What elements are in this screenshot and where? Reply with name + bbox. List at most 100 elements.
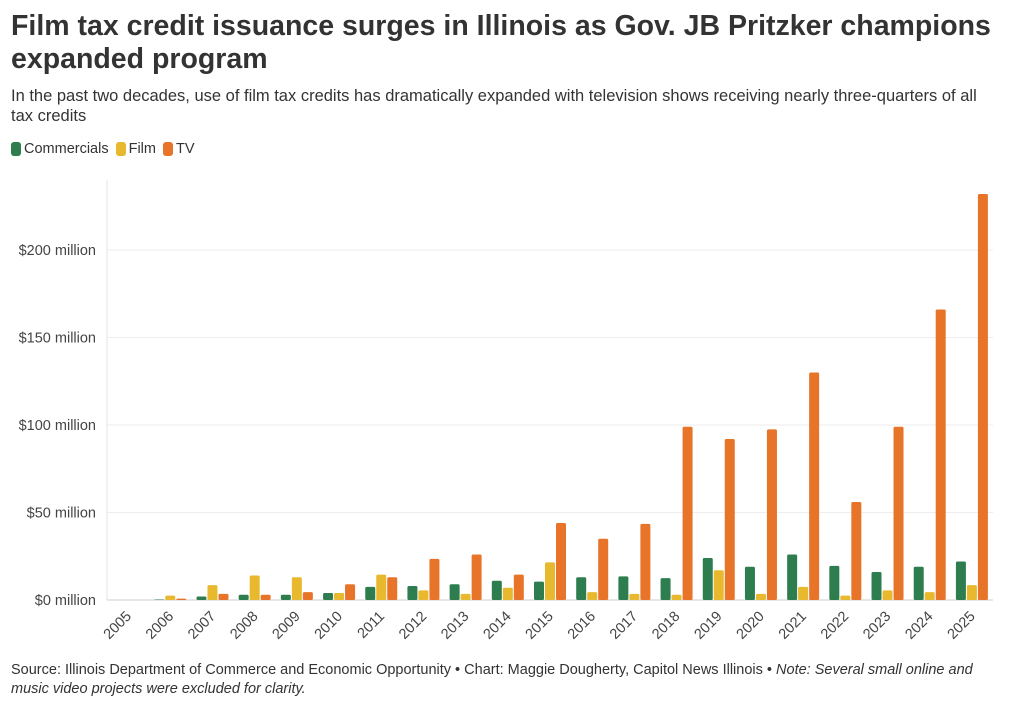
bar-film-2007[interactable] bbox=[207, 585, 218, 600]
bars bbox=[154, 194, 988, 600]
bar-commercials-2010[interactable] bbox=[323, 593, 334, 600]
y-tick-label: $0 million bbox=[35, 593, 96, 609]
bar-commercials-2011[interactable] bbox=[365, 586, 376, 600]
bar-tv-2024[interactable] bbox=[935, 309, 946, 601]
bar-film-2008[interactable] bbox=[249, 575, 260, 601]
x-tick-label: 2005 bbox=[101, 609, 135, 643]
x-tick-label: 2019 bbox=[691, 609, 725, 643]
bar-film-2022[interactable] bbox=[840, 595, 851, 600]
footer-note: Note: Several small online and music vid… bbox=[11, 662, 973, 697]
bar-commercials-2012[interactable] bbox=[407, 586, 418, 600]
x-tick-label: 2015 bbox=[523, 609, 557, 643]
bar-commercials-2019[interactable] bbox=[702, 558, 713, 600]
bar-tv-2014[interactable] bbox=[513, 574, 524, 600]
x-tick-label: 2007 bbox=[185, 609, 219, 643]
y-tick-label: $150 million bbox=[19, 331, 96, 347]
bar-tv-2008[interactable] bbox=[260, 594, 271, 600]
bar-film-2013[interactable] bbox=[460, 593, 471, 600]
bar-commercials-2022[interactable] bbox=[829, 565, 840, 600]
x-tick-label: 2014 bbox=[481, 609, 515, 643]
bar-commercials-2015[interactable] bbox=[534, 581, 544, 600]
x-tick-label: 2025 bbox=[945, 609, 979, 643]
x-tick-label: 2020 bbox=[734, 609, 768, 643]
bar-film-2018[interactable] bbox=[671, 594, 682, 600]
bar-tv-2011[interactable] bbox=[387, 577, 398, 600]
chart-title: Film tax credit issuance surges in Illin… bbox=[11, 10, 991, 75]
bar-tv-2012[interactable] bbox=[429, 558, 440, 600]
legend-swatch-tv bbox=[162, 142, 173, 156]
bar-commercials-2025[interactable] bbox=[955, 561, 966, 601]
bar-tv-2023[interactable] bbox=[893, 426, 904, 600]
x-tick-label: 2011 bbox=[355, 609, 388, 642]
bar-commercials-2014[interactable] bbox=[491, 580, 502, 600]
bar-tv-2018[interactable] bbox=[682, 426, 693, 600]
source-credit: Source: Illinois Department of Commerce … bbox=[11, 662, 777, 678]
y-tick-label: $200 million bbox=[19, 243, 96, 259]
legend-label-tv: TV bbox=[175, 141, 195, 157]
bar-commercials-2021[interactable] bbox=[787, 554, 798, 601]
y-tick-label: $50 million bbox=[27, 506, 96, 522]
legend: Commercials Film TV bbox=[11, 140, 202, 158]
chart-footer: Source: Illinois Department of Commerce … bbox=[11, 661, 1001, 699]
bar-tv-2025[interactable] bbox=[977, 194, 988, 600]
x-tick-label: 2016 bbox=[565, 609, 599, 643]
x-tick-label: 2023 bbox=[860, 609, 894, 643]
y-tick-label: $100 million bbox=[19, 418, 96, 434]
legend-swatch-film bbox=[115, 142, 126, 156]
bar-commercials-2008[interactable] bbox=[238, 594, 249, 600]
x-tick-label: 2013 bbox=[438, 609, 472, 643]
bar-tv-2010[interactable] bbox=[345, 584, 356, 600]
bar-film-2006[interactable] bbox=[165, 595, 176, 600]
x-tick-label: 2010 bbox=[312, 609, 346, 643]
bar-tv-2022[interactable] bbox=[851, 502, 862, 600]
bar-commercials-2007[interactable] bbox=[196, 596, 207, 601]
legend-item-tv[interactable]: TV bbox=[162, 141, 195, 157]
bar-film-2012[interactable] bbox=[418, 590, 429, 600]
bar-tv-2017[interactable] bbox=[640, 523, 651, 600]
bar-commercials-2006[interactable] bbox=[154, 599, 165, 600]
bar-tv-2015[interactable] bbox=[556, 523, 566, 600]
bar-commercials-2018[interactable] bbox=[660, 578, 671, 600]
legend-item-commercials[interactable]: Commercials bbox=[11, 141, 109, 157]
x-axis: 2005 2006 2007 2008 2009 2010 2011 2012 2013 2014… bbox=[101, 609, 979, 643]
bar-tv-2020[interactable] bbox=[766, 429, 777, 600]
bar-tv-2007[interactable] bbox=[218, 593, 229, 600]
bar-tv-2006[interactable] bbox=[176, 598, 187, 600]
bar-film-2009[interactable] bbox=[291, 577, 302, 600]
legend-swatch-commercials bbox=[11, 142, 21, 156]
bar-tv-2019[interactable] bbox=[724, 439, 735, 600]
bar-film-2011[interactable] bbox=[376, 574, 387, 600]
bar-commercials-2020[interactable] bbox=[744, 566, 755, 600]
bar-film-2015[interactable] bbox=[545, 562, 555, 600]
bar-film-2023[interactable] bbox=[882, 590, 893, 600]
bar-film-2014[interactable] bbox=[502, 587, 513, 600]
bar-tv-2021[interactable] bbox=[809, 372, 820, 601]
x-tick-label: 2018 bbox=[649, 609, 683, 643]
bar-tv-2013[interactable] bbox=[471, 554, 482, 601]
legend-item-film[interactable]: Film bbox=[115, 141, 156, 157]
x-tick-label: 2008 bbox=[227, 609, 261, 643]
bar-film-2016[interactable] bbox=[587, 592, 598, 600]
legend-label-film: Film bbox=[128, 141, 156, 157]
x-tick-label: 2024 bbox=[902, 609, 936, 643]
bar-film-2010[interactable] bbox=[334, 593, 345, 600]
bar-tv-2016[interactable] bbox=[598, 538, 609, 600]
bar-film-2020[interactable] bbox=[755, 593, 766, 600]
x-tick-label: 2017 bbox=[607, 609, 641, 643]
bar-film-2019[interactable] bbox=[713, 570, 724, 600]
x-tick-label: 2022 bbox=[818, 609, 852, 643]
bar-commercials-2016[interactable] bbox=[576, 577, 587, 600]
bar-commercials-2013[interactable] bbox=[449, 584, 460, 600]
x-tick-label: 2021 bbox=[776, 609, 810, 643]
bar-film-2024[interactable] bbox=[924, 592, 935, 600]
bar-film-2021[interactable] bbox=[798, 586, 809, 600]
bar-film-2017[interactable] bbox=[629, 593, 640, 600]
bar-tv-2009[interactable] bbox=[302, 592, 313, 600]
bar-commercials-2009[interactable] bbox=[280, 594, 291, 600]
bar-film-2025[interactable] bbox=[966, 585, 977, 600]
bar-commercials-2023[interactable] bbox=[871, 572, 882, 600]
x-tick-label: 2009 bbox=[270, 609, 304, 643]
chart-subtitle: In the past two decades, use of film tax… bbox=[11, 87, 977, 125]
bar-commercials-2024[interactable] bbox=[913, 566, 924, 600]
bar-commercials-2017[interactable] bbox=[618, 576, 629, 600]
